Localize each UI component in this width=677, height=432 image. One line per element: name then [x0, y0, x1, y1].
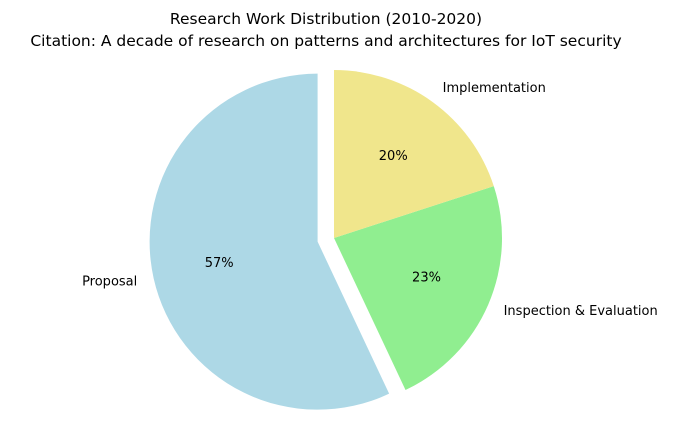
pct-label-inspection-evaluation: 23%	[412, 271, 441, 286]
pct-label-implementation: 20%	[379, 149, 408, 164]
slice-label-proposal: Proposal	[82, 274, 137, 289]
pct-label-proposal: 57%	[205, 256, 234, 271]
pie-slice-inspection-evaluation	[334, 186, 502, 391]
pie-slices	[149, 70, 502, 410]
chart-title: Research Work Distribution (2010-2020)	[170, 10, 482, 28]
pie-labels: 57% Proposal 23% Inspection & Evaluation 20%…	[82, 81, 658, 319]
pie-slice-implementation	[334, 70, 494, 238]
slice-label-inspection-evaluation: Inspection & Evaluation	[504, 304, 658, 319]
pie-slice-proposal	[149, 73, 390, 410]
chart-subtitle: Citation: A decade of research on patter…	[30, 32, 621, 50]
slice-label-implementation: Implementation	[443, 81, 546, 96]
